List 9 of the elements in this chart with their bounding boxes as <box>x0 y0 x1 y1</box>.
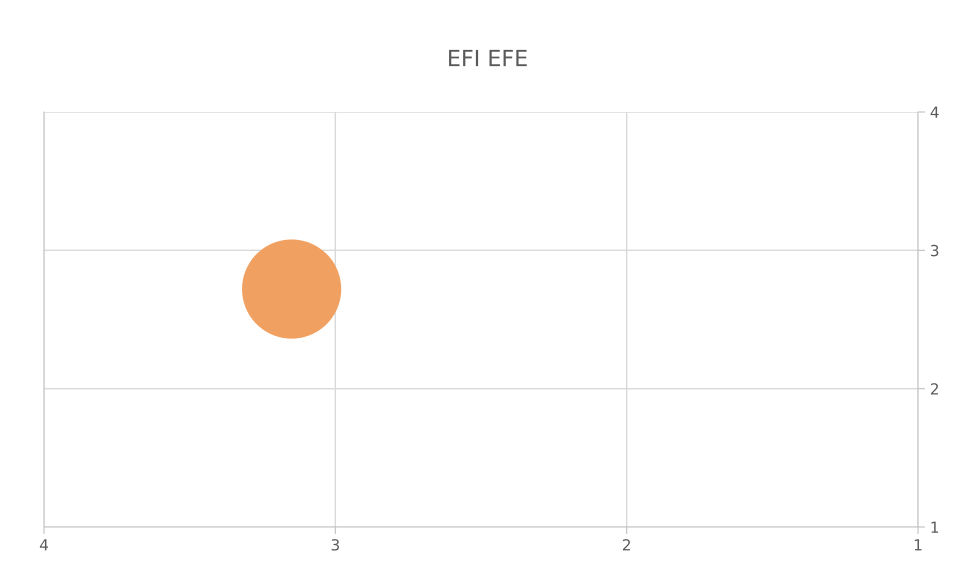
y-tick-label: 4 <box>930 106 939 118</box>
y-tick-label: 2 <box>930 383 938 394</box>
x-tick-label: 1 <box>914 539 922 550</box>
chart-title: EFI EFE <box>449 50 527 66</box>
x-tick-label: 4 <box>40 539 48 550</box>
y-tick-label: 1 <box>931 522 938 533</box>
x-tick-label: 2 <box>622 539 630 550</box>
y-tick-label: 3 <box>930 244 938 256</box>
x-tick-label: 3 <box>332 539 339 551</box>
